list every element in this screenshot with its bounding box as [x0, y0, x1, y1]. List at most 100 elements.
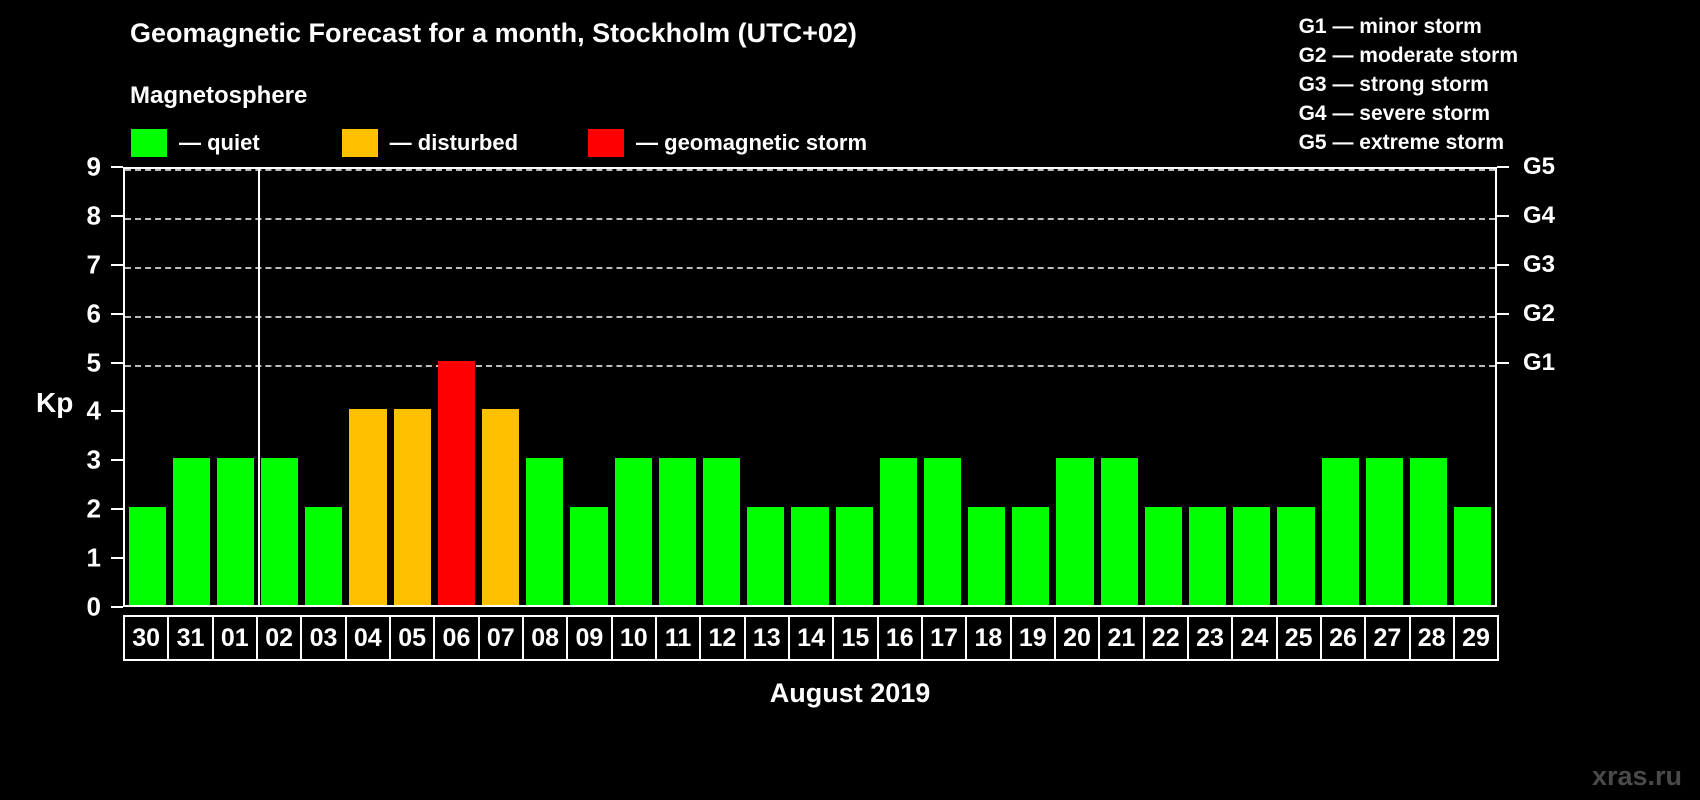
bar-02[interactable] [261, 458, 299, 605]
bar-slot[interactable] [390, 169, 434, 605]
day-label-18[interactable]: 18 [965, 615, 1012, 661]
bar-slot[interactable] [1186, 169, 1230, 605]
bar-slot[interactable] [1230, 169, 1274, 605]
bar-slot[interactable] [1318, 169, 1362, 605]
bar-08[interactable] [526, 458, 564, 605]
bar-slot[interactable] [788, 169, 832, 605]
bar-06[interactable] [437, 360, 475, 605]
bar-23[interactable] [1189, 507, 1227, 605]
day-label-28[interactable]: 28 [1408, 615, 1455, 661]
day-label-19[interactable]: 19 [1009, 615, 1056, 661]
bar-slot[interactable] [258, 169, 302, 605]
day-label-15[interactable]: 15 [832, 615, 879, 661]
bar-10[interactable] [614, 458, 652, 605]
bar-slot[interactable] [302, 169, 346, 605]
y-tick-mark [111, 410, 123, 413]
bar-slot[interactable] [479, 169, 523, 605]
bar-12[interactable] [702, 458, 741, 605]
day-label-07[interactable]: 07 [477, 615, 524, 661]
bar-slot[interactable] [346, 169, 390, 605]
bar-slot[interactable] [744, 169, 788, 605]
day-label-10[interactable]: 10 [610, 615, 657, 661]
day-label-08[interactable]: 08 [521, 615, 569, 661]
bar-25[interactable] [1277, 507, 1315, 605]
bar-17[interactable] [923, 458, 962, 605]
x-axis-title: August 2019 [769, 678, 931, 708]
bar-slot[interactable] [1406, 169, 1450, 605]
day-label-05[interactable]: 05 [388, 615, 436, 661]
bar-slot[interactable] [169, 169, 213, 605]
bar-slot[interactable] [699, 169, 743, 605]
bar-slot[interactable] [567, 169, 611, 605]
x-axis-day-labels: 30 31 01 02 03 04 05 06 07 08 09 10 11 12 13 14 15 16 17 18… [123, 615, 1500, 661]
bar-22[interactable] [1144, 507, 1182, 605]
day-label-30[interactable]: 30 [123, 615, 170, 661]
bar-07[interactable] [482, 409, 520, 605]
y-tick-label: 6 [86, 298, 101, 329]
bar-31[interactable] [172, 458, 210, 605]
day-label-24[interactable]: 24 [1231, 615, 1278, 661]
bar-13[interactable] [747, 507, 785, 605]
day-label-23[interactable]: 23 [1186, 615, 1234, 661]
day-label-21[interactable]: 21 [1098, 615, 1145, 661]
day-label-16[interactable]: 16 [876, 615, 923, 661]
bar-slot[interactable] [1451, 169, 1495, 605]
bar-slot[interactable] [1274, 169, 1318, 605]
day-label-13[interactable]: 13 [743, 615, 790, 661]
bar-slot[interactable] [920, 169, 964, 605]
bar-slot[interactable] [611, 169, 655, 605]
bar-27[interactable] [1365, 458, 1403, 605]
g-tick-label-G5: G5 [1523, 153, 1556, 180]
bar-series [125, 169, 1495, 605]
bar-slot[interactable] [523, 169, 567, 605]
day-label-06[interactable]: 06 [433, 615, 480, 661]
day-label-02[interactable]: 02 [255, 615, 303, 661]
day-label-09[interactable]: 09 [566, 615, 613, 661]
bar-slot[interactable] [125, 169, 169, 605]
bar-slot[interactable] [1097, 169, 1141, 605]
day-label-29[interactable]: 29 [1452, 615, 1500, 661]
day-label-12[interactable]: 12 [699, 615, 746, 661]
day-label-22[interactable]: 22 [1142, 615, 1189, 661]
day-label-31[interactable]: 31 [167, 615, 214, 661]
bar-slot[interactable] [213, 169, 257, 605]
bar-30[interactable] [128, 507, 166, 605]
bar-28[interactable] [1409, 458, 1448, 605]
bar-04[interactable] [349, 409, 387, 605]
day-label-26[interactable]: 26 [1319, 615, 1367, 661]
bar-11[interactable] [658, 458, 696, 605]
day-label-11[interactable]: 11 [654, 615, 702, 661]
day-label-04[interactable]: 04 [344, 615, 391, 661]
day-label-01[interactable]: 01 [211, 615, 258, 661]
g-tick-mark [1497, 312, 1509, 315]
bar-20[interactable] [1056, 458, 1094, 605]
bar-09[interactable] [570, 507, 608, 605]
bar-slot[interactable] [434, 169, 478, 605]
bar-slot[interactable] [1362, 169, 1406, 605]
bar-16[interactable] [879, 458, 917, 605]
day-label-14[interactable]: 14 [787, 615, 835, 661]
day-label-03[interactable]: 03 [300, 615, 347, 661]
day-label-25[interactable]: 25 [1275, 615, 1322, 661]
bar-29[interactable] [1454, 507, 1492, 605]
bar-03[interactable] [305, 507, 343, 605]
day-label-17[interactable]: 17 [920, 615, 968, 661]
bar-14[interactable] [791, 507, 829, 605]
bar-slot[interactable] [832, 169, 876, 605]
bar-slot[interactable] [1141, 169, 1185, 605]
bar-slot[interactable] [965, 169, 1009, 605]
bar-21[interactable] [1100, 458, 1138, 605]
day-label-27[interactable]: 27 [1364, 615, 1411, 661]
day-label-20[interactable]: 20 [1053, 615, 1101, 661]
bar-15[interactable] [835, 507, 873, 605]
bar-slot[interactable] [1009, 169, 1053, 605]
bar-18[interactable] [968, 507, 1006, 605]
bar-01[interactable] [216, 458, 255, 605]
bar-slot[interactable] [876, 169, 920, 605]
bar-slot[interactable] [655, 169, 699, 605]
bar-slot[interactable] [1053, 169, 1097, 605]
bar-24[interactable] [1233, 507, 1271, 605]
bar-19[interactable] [1012, 507, 1050, 605]
bar-26[interactable] [1321, 458, 1359, 605]
bar-05[interactable] [393, 409, 431, 605]
